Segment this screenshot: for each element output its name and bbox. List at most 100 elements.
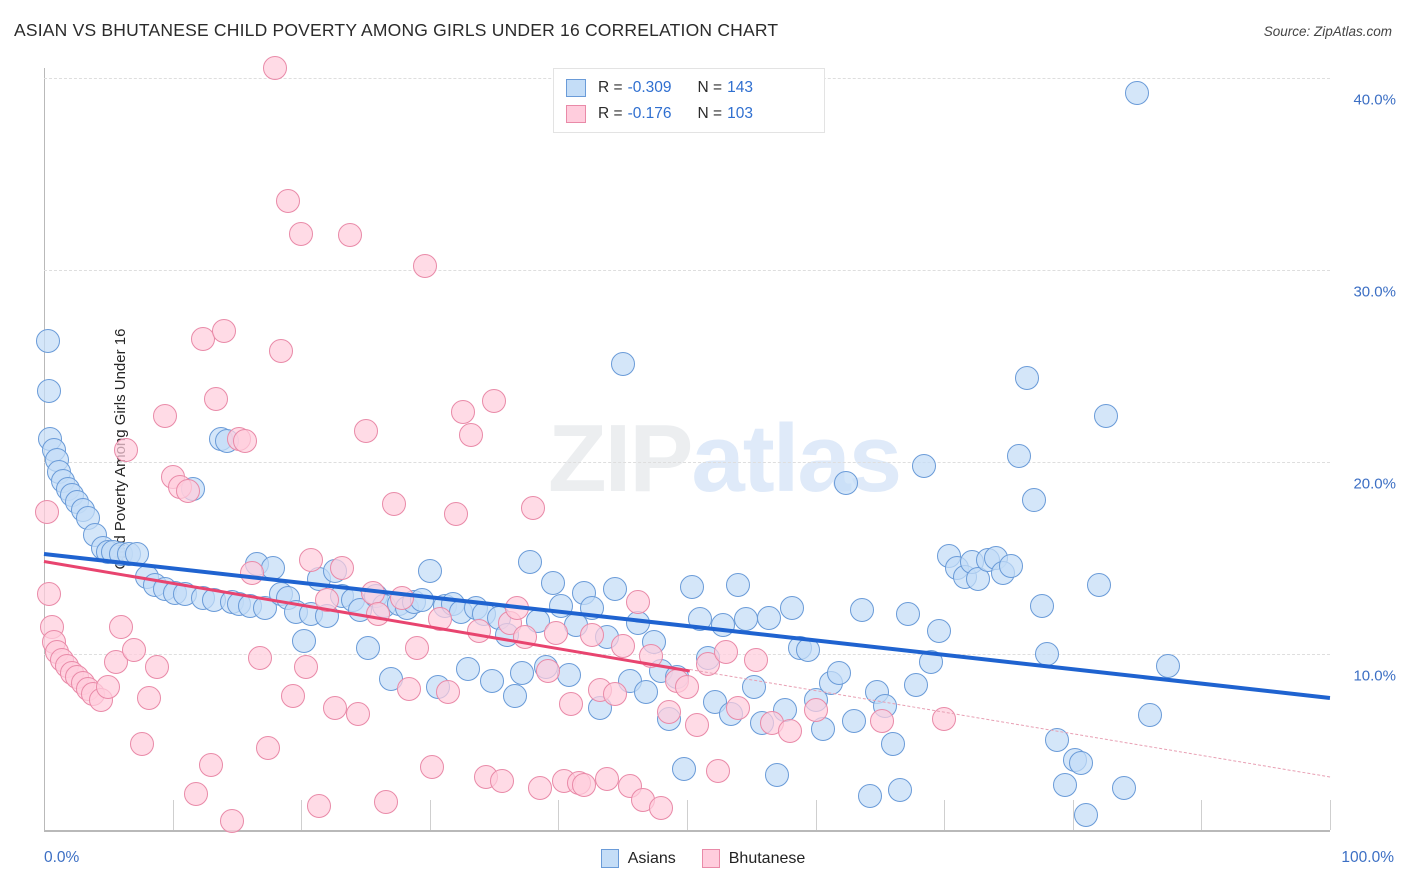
data-point-asians bbox=[734, 607, 759, 632]
data-point-asians bbox=[772, 697, 797, 722]
data-point-bhutanese bbox=[543, 620, 568, 645]
data-point-bhutanese bbox=[626, 590, 651, 615]
data-point-bhutanese bbox=[122, 638, 147, 663]
data-point-asians bbox=[765, 762, 790, 787]
data-point-asians bbox=[124, 542, 149, 567]
correlation-stats-legend: R = -0.309 N = 143 R = -0.176 N = 103 bbox=[553, 68, 825, 133]
legend-item-bhutanese[interactable]: Bhutanese bbox=[701, 849, 806, 868]
data-point-asians bbox=[1155, 653, 1180, 678]
series-legend: Asians Bhutanese bbox=[0, 849, 1406, 868]
x-axis-min-label: 0.0% bbox=[44, 849, 80, 866]
data-point-asians bbox=[741, 674, 766, 699]
data-point-asians bbox=[602, 576, 627, 601]
data-point-bhutanese bbox=[176, 478, 201, 503]
data-point-bhutanese bbox=[34, 499, 59, 524]
data-point-bhutanese bbox=[638, 643, 663, 668]
data-point-asians bbox=[502, 684, 527, 709]
data-point-bhutanese bbox=[232, 428, 257, 453]
source-attribution: Source: ZipAtlas.com bbox=[1263, 24, 1392, 39]
data-point-asians bbox=[903, 672, 928, 697]
x-tick-50 bbox=[687, 800, 688, 830]
data-point-bhutanese bbox=[528, 776, 553, 801]
data-point-bhutanese bbox=[505, 595, 530, 620]
data-point-asians bbox=[880, 732, 905, 757]
asians-legend-swatch-icon bbox=[600, 849, 619, 868]
data-point-asians bbox=[518, 549, 543, 574]
data-point-bhutanese bbox=[366, 601, 391, 626]
data-point-asians bbox=[680, 574, 705, 599]
x-tick-80 bbox=[1072, 800, 1074, 830]
legend-item-asians[interactable]: Asians bbox=[600, 849, 676, 868]
bhutanese-r-value: -0.176 bbox=[627, 105, 672, 122]
data-point-bhutanese bbox=[777, 718, 802, 743]
data-point-bhutanese bbox=[129, 732, 154, 757]
y-tick-label-30: 30.0% bbox=[1353, 283, 1396, 301]
data-point-asians bbox=[1022, 488, 1047, 513]
data-point-bhutanese bbox=[466, 618, 491, 643]
data-point-bhutanese bbox=[705, 759, 730, 784]
data-point-asians bbox=[795, 638, 820, 663]
data-point-asians bbox=[888, 778, 913, 803]
stats-row-bhutanese: R = -0.176 N = 103 bbox=[566, 101, 812, 127]
data-point-asians bbox=[541, 570, 566, 595]
data-point-bhutanese bbox=[299, 547, 324, 572]
x-tick-60 bbox=[815, 800, 817, 830]
data-point-bhutanese bbox=[610, 634, 635, 659]
bhutanese-n-label: N = bbox=[697, 105, 723, 122]
data-point-bhutanese bbox=[281, 684, 306, 709]
page-title: ASIAN VS BHUTANESE CHILD POVERTY AMONG G… bbox=[14, 20, 779, 40]
data-point-asians bbox=[37, 378, 62, 403]
data-point-asians bbox=[849, 597, 874, 622]
data-point-bhutanese bbox=[559, 691, 584, 716]
data-point-bhutanese bbox=[114, 438, 139, 463]
data-point-bhutanese bbox=[255, 736, 280, 761]
data-point-asians bbox=[456, 657, 481, 682]
x-tick-30 bbox=[429, 800, 431, 830]
data-point-asians bbox=[999, 553, 1024, 578]
data-point-bhutanese bbox=[353, 419, 378, 444]
bhutanese-legend-label: Bhutanese bbox=[728, 849, 806, 867]
data-point-asians bbox=[896, 601, 921, 626]
data-point-asians bbox=[510, 661, 535, 686]
data-point-bhutanese bbox=[219, 809, 244, 834]
data-point-asians bbox=[291, 628, 316, 653]
data-point-asians bbox=[842, 709, 867, 734]
data-point-asians bbox=[1014, 365, 1039, 390]
data-point-bhutanese bbox=[199, 753, 224, 778]
data-point-bhutanese bbox=[397, 676, 422, 701]
asians-r-label: R = bbox=[598, 79, 623, 96]
plot-area bbox=[34, 56, 1331, 834]
x-tick-10 bbox=[172, 800, 174, 830]
x-axis-line bbox=[44, 830, 1330, 832]
data-point-asians bbox=[757, 605, 782, 630]
data-point-bhutanese bbox=[248, 645, 273, 670]
data-point-bhutanese bbox=[520, 496, 545, 521]
asians-n-label: N = bbox=[697, 79, 723, 96]
data-point-asians bbox=[1068, 751, 1093, 776]
y-tick-label-20: 20.0% bbox=[1353, 475, 1396, 493]
data-point-bhutanese bbox=[389, 586, 414, 611]
data-point-bhutanese bbox=[675, 674, 699, 699]
data-point-asians bbox=[479, 668, 504, 693]
data-point-asians bbox=[1035, 642, 1060, 666]
asians-r-value: -0.309 bbox=[627, 79, 672, 96]
data-point-bhutanese bbox=[145, 655, 170, 680]
data-point-bhutanese bbox=[595, 766, 620, 791]
data-point-bhutanese bbox=[109, 615, 134, 640]
data-point-bhutanese bbox=[458, 423, 483, 448]
data-point-bhutanese bbox=[137, 686, 162, 711]
data-point-asians bbox=[1006, 444, 1031, 469]
data-point-asians bbox=[610, 352, 635, 377]
data-point-bhutanese bbox=[338, 223, 363, 248]
data-point-asians bbox=[633, 680, 658, 705]
x-tick-20 bbox=[301, 800, 303, 830]
data-point-asians bbox=[1137, 703, 1162, 728]
data-point-bhutanese bbox=[374, 789, 399, 814]
bhutanese-swatch-icon bbox=[566, 105, 586, 123]
data-point-bhutanese bbox=[713, 640, 738, 665]
data-point-asians bbox=[579, 595, 604, 620]
gridline-20 bbox=[44, 462, 1330, 463]
data-point-bhutanese bbox=[420, 755, 445, 780]
data-point-asians bbox=[356, 636, 381, 661]
